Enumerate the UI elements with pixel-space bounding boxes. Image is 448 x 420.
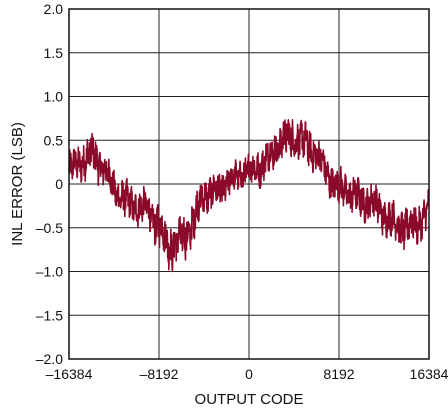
x-tick-label: –8192	[140, 366, 179, 382]
x-tick-label: –16384	[46, 366, 93, 382]
x-tick-label: 8192	[323, 366, 354, 382]
x-tick-labels: –16384 –8192 0 8192 16384	[46, 366, 448, 382]
y-tick-label: –1.5	[36, 307, 63, 323]
y-tick-label: 1.0	[44, 89, 64, 105]
plot-frame	[68, 8, 430, 360]
inl-error-trace	[68, 119, 430, 273]
y-tick-label: –0.5	[36, 220, 63, 236]
y-tick-label: –1.0	[36, 264, 63, 280]
y-tick-label: 1.5	[44, 45, 64, 61]
y-tick-label: 0	[55, 176, 63, 192]
y-axis-title: INL ERROR (LSB)	[9, 122, 26, 246]
y-tick-labels: –2.0 –1.5 –1.0 –0.5 0 0.5 1.0 1.5 2.0	[36, 1, 63, 367]
y-tick-label: –2.0	[36, 351, 63, 367]
y-tick-label: 0.5	[44, 132, 64, 148]
x-tick-label: 0	[245, 366, 253, 382]
x-axis-title: OUTPUT CODE	[195, 391, 304, 408]
y-tick-label: 2.0	[44, 1, 64, 17]
series-group	[68, 119, 430, 273]
x-tick-label: 16384	[410, 366, 448, 382]
